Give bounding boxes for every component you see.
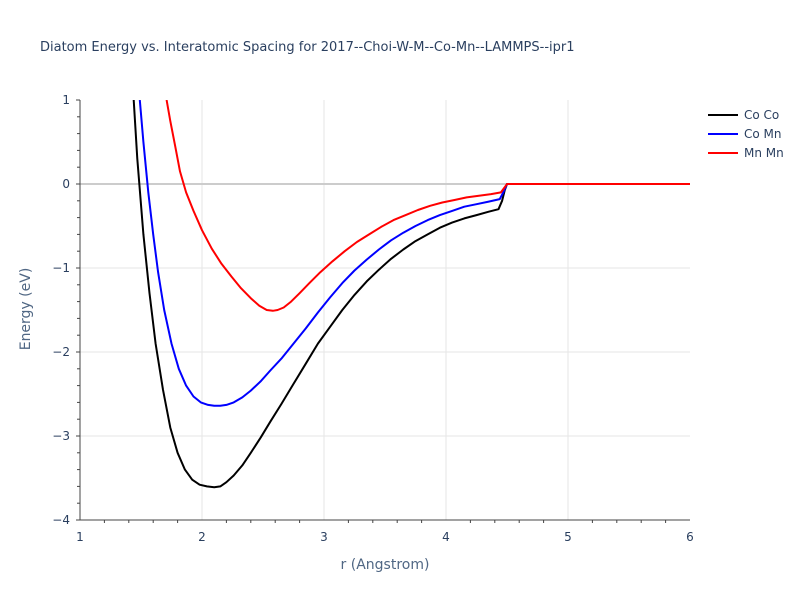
- series-lines: [132, 100, 690, 489]
- axes: 1 2 3 4 5 6 1 0 −1 −2 −3 −4: [52, 93, 694, 544]
- legend-label: Co Co: [744, 108, 779, 122]
- legend-item-co-co[interactable]: Co Co: [708, 108, 779, 122]
- y-tick-label: −4: [52, 513, 70, 527]
- x-tick-label: 3: [320, 530, 328, 544]
- y-tick-label: −2: [52, 345, 70, 359]
- series-line-mn-mn: [165, 100, 690, 312]
- y-tick-label: −1: [52, 261, 70, 275]
- x-tick-label: 5: [564, 530, 572, 544]
- x-axis-title: r (Angstrom): [341, 557, 430, 573]
- y-axis-title: Energy (eV): [18, 268, 34, 351]
- legend-item-mn-mn[interactable]: Mn Mn: [708, 146, 784, 160]
- series-line-co-co: [132, 100, 690, 489]
- y-tick-label: 1: [62, 93, 70, 107]
- legend-item-co-mn[interactable]: Co Mn: [708, 127, 782, 141]
- y-tick-label: −3: [52, 429, 70, 443]
- legend-label: Mn Mn: [744, 146, 784, 160]
- x-tick-label: 1: [76, 530, 84, 544]
- legend[interactable]: Co Co Co Mn Mn Mn: [708, 108, 784, 160]
- y-tick-label: 0: [62, 177, 70, 191]
- legend-label: Co Mn: [744, 127, 782, 141]
- series-line-co-mn: [138, 100, 690, 407]
- x-tick-label: 6: [686, 530, 694, 544]
- x-tick-label: 2: [198, 530, 206, 544]
- chart-title: Diatom Energy vs. Interatomic Spacing fo…: [40, 40, 575, 55]
- x-tick-label: 4: [442, 530, 450, 544]
